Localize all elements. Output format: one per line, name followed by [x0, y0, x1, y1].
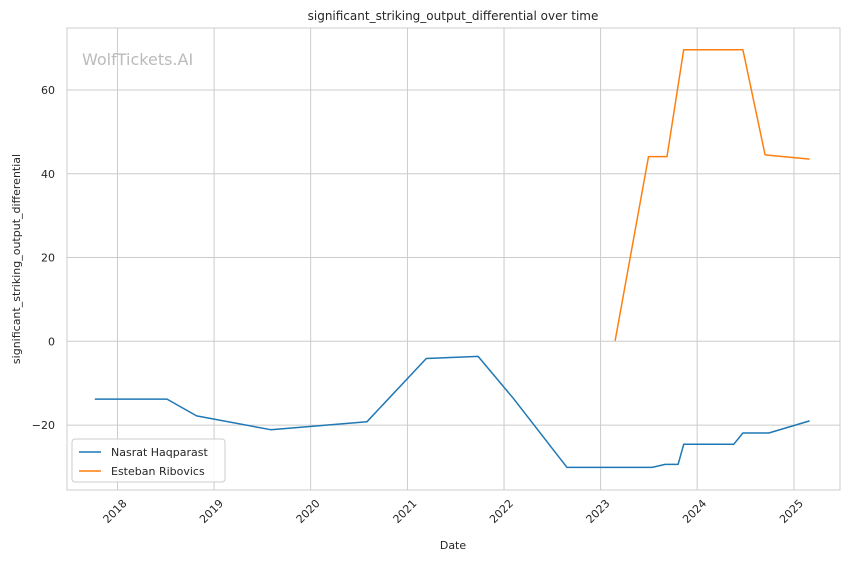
plot-area-background: [67, 28, 840, 490]
y-tick-label-0: 0: [48, 335, 55, 348]
legend-label-2: Esteban Ribovics: [111, 465, 205, 478]
x-tick-label-2025: 2025: [777, 497, 806, 526]
x-tick-label-2024: 2024: [680, 497, 709, 526]
grid: [67, 28, 840, 490]
y-tick-label--20: −20: [32, 419, 55, 432]
x-tick-label-2022: 2022: [487, 497, 516, 526]
y-tick-label-60: 60: [41, 84, 55, 97]
x-tick-label-2023: 2023: [584, 497, 613, 526]
x-tick-label-2019: 2019: [197, 497, 226, 526]
plot-frame: [66, 27, 841, 491]
series-line-2: [614, 49, 810, 342]
y-axis-title: significant_striking_output_differential: [10, 154, 23, 364]
x-axis-title: Date: [440, 539, 467, 552]
legend: Nasrat Haqparast Esteban Ribovics: [71, 438, 226, 483]
series-line-1: [94, 355, 810, 469]
x-tick-label-2018: 2018: [101, 497, 130, 526]
legend-box: [71, 438, 226, 483]
chart-title: significant_striking_output_differential…: [308, 9, 599, 23]
x-tick-label-2020: 2020: [294, 497, 323, 526]
x-tick-label-2021: 2021: [390, 497, 419, 526]
series-lines: [94, 49, 810, 469]
y-tick-label-20: 20: [41, 252, 55, 265]
watermark: WolfTickets.AI: [82, 50, 193, 69]
legend-label-1: Nasrat Haqparast: [111, 446, 208, 459]
y-tick-label-40: 40: [41, 168, 55, 181]
